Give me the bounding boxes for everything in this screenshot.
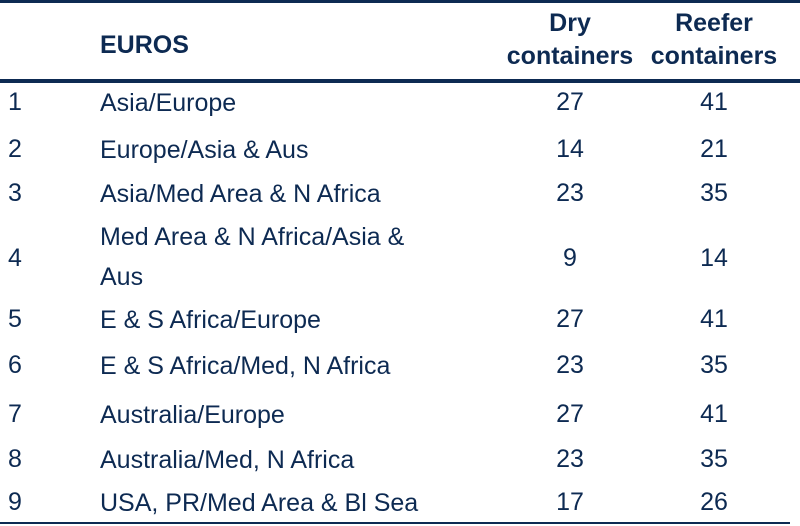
row-number: 3 — [8, 179, 22, 207]
header-rule — [0, 79, 800, 83]
header-reefer-line1: Reefer — [675, 9, 753, 37]
header-dry-containers: Dry containers — [500, 7, 640, 73]
row-dry: 27 — [556, 400, 584, 428]
row-route: Med Area & N Africa/Asia & Aus — [100, 222, 480, 293]
row-dry: 17 — [556, 488, 584, 516]
row-route: Asia/Europe — [100, 89, 237, 117]
table-header: EUROS Dry containers Reefer containers — [0, 3, 800, 79]
row-reefer: 35 — [700, 445, 728, 473]
row-route: Europe/Asia & Aus — [100, 136, 309, 164]
row-dry: 23 — [556, 179, 584, 207]
row-dry: 9 — [563, 244, 577, 272]
row-dry: 23 — [556, 351, 584, 379]
top-rule — [0, 0, 800, 3]
row-reefer: 26 — [700, 488, 728, 516]
row-number: 1 — [8, 88, 22, 116]
row-number: 6 — [8, 351, 22, 379]
row-route: E & S Africa/Med, N Africa — [100, 352, 391, 380]
row-reefer: 35 — [700, 351, 728, 379]
header-euros: EUROS — [100, 31, 189, 59]
row-number: 7 — [8, 400, 22, 428]
row-route: Australia/Med, N Africa — [100, 446, 355, 474]
row-number: 9 — [8, 488, 22, 516]
row-route-line2: Aus — [100, 263, 144, 291]
row-dry: 27 — [556, 305, 584, 333]
row-route-line1: Med Area & N Africa/Asia & — [100, 223, 405, 251]
header-reefer-containers: Reefer containers — [640, 7, 788, 73]
row-dry: 23 — [556, 445, 584, 473]
row-route: Australia/Europe — [100, 401, 285, 429]
row-reefer: 14 — [700, 244, 728, 272]
row-reefer: 41 — [700, 400, 728, 428]
row-number: 4 — [8, 244, 22, 272]
header-dry-line1: Dry — [549, 9, 591, 37]
row-reefer: 41 — [700, 88, 728, 116]
row-number: 5 — [8, 305, 22, 333]
row-number: 2 — [8, 135, 22, 163]
row-route: USA, PR/Med Area & Bl Sea — [100, 489, 419, 517]
header-dry-line2: containers — [506, 42, 634, 70]
row-reefer: 21 — [700, 135, 728, 163]
row-reefer: 35 — [700, 179, 728, 207]
header-reefer-line2: containers — [650, 42, 778, 70]
row-dry: 27 — [556, 88, 584, 116]
row-number: 8 — [8, 445, 22, 473]
row-route: Asia/Med Area & N Africa — [100, 180, 381, 208]
row-reefer: 41 — [700, 305, 728, 333]
row-route: E & S Africa/Europe — [100, 306, 321, 334]
bottom-rule — [0, 522, 790, 524]
row-dry: 14 — [556, 135, 584, 163]
